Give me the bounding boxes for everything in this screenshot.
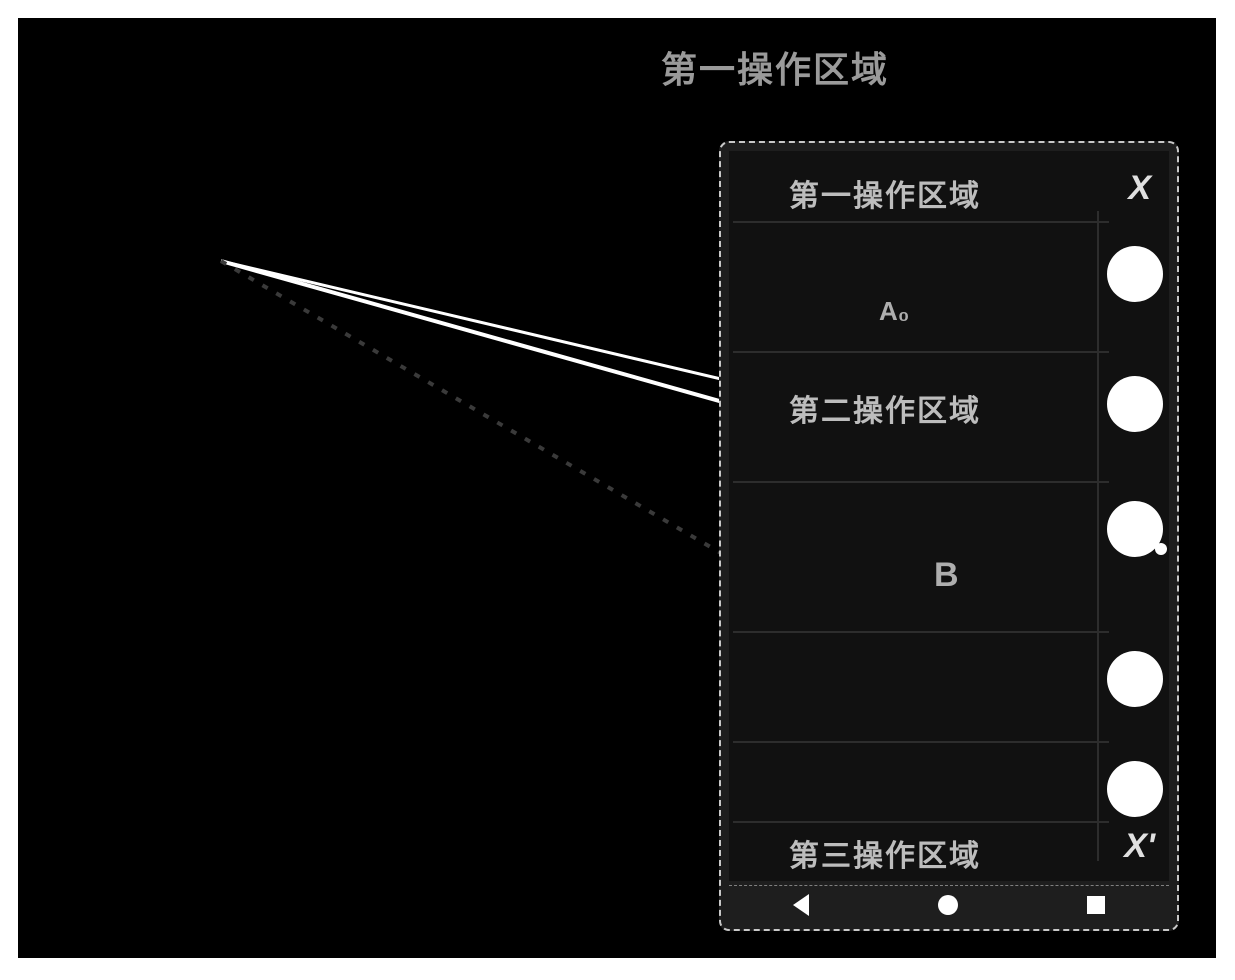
outer-frame: 第一操作区域 第一操作区域 X A₀ 第二操作区域 B 第三操作区域 X' — [18, 18, 1216, 958]
back-icon[interactable] — [793, 894, 809, 916]
side-button-1[interactable] — [1107, 246, 1163, 302]
side-button-5[interactable] — [1107, 761, 1163, 817]
zone3-label: 第三操作区域 — [789, 831, 981, 875]
divider — [733, 351, 1109, 353]
divider — [733, 821, 1109, 823]
divider — [733, 631, 1109, 633]
divider — [733, 741, 1109, 743]
zone1-label: 第一操作区域 — [789, 171, 981, 215]
divider — [733, 221, 1109, 223]
phone-screen: 第一操作区域 X A₀ 第二操作区域 B 第三操作区域 X' — [729, 151, 1169, 881]
focus-dot-icon — [1155, 543, 1167, 555]
vertical-divider — [1097, 211, 1099, 861]
page-title: 第一操作区域 — [661, 41, 889, 93]
home-icon[interactable] — [938, 895, 958, 915]
zone1-tag: X — [1128, 169, 1151, 208]
divider — [733, 481, 1109, 483]
zone2-small: A₀ — [879, 296, 910, 327]
android-nav-bar — [729, 885, 1169, 923]
side-button-4[interactable] — [1107, 651, 1163, 707]
phone-frame: 第一操作区域 X A₀ 第二操作区域 B 第三操作区域 X' — [719, 141, 1179, 931]
side-button-2[interactable] — [1107, 376, 1163, 432]
zone2-label: 第二操作区域 — [789, 386, 981, 430]
recent-icon[interactable] — [1087, 896, 1105, 914]
zone3-small: B — [934, 556, 959, 595]
zone3-tag: X' — [1124, 827, 1155, 866]
